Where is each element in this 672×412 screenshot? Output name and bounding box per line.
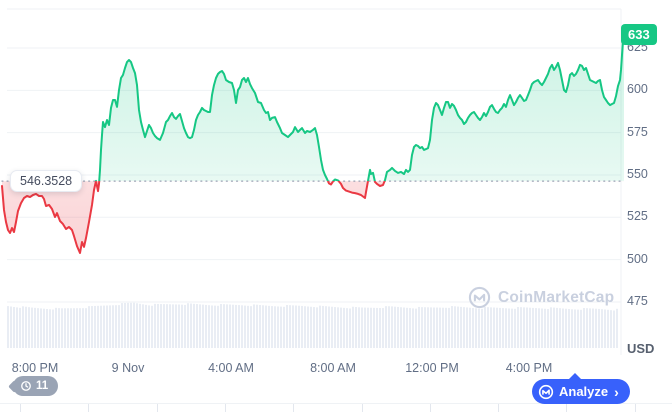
history-count-badge[interactable]: 11 (8, 376, 59, 396)
table-column-border (361, 404, 363, 412)
table-column-border (566, 404, 568, 412)
y-axis-tick-label: 575 (627, 124, 648, 139)
watermark: CoinMarketCap (468, 286, 614, 309)
clock-history-icon (21, 381, 31, 391)
table-top-border (0, 403, 672, 404)
analyze-button-tail (568, 373, 582, 380)
x-axis-tick-label: 9 Nov (111, 361, 145, 375)
chevron-right-icon: › (614, 383, 619, 400)
currency-unit-label: USD (627, 341, 655, 356)
y-axis-tick-label: 500 (627, 251, 648, 266)
x-axis-tick-label: 8:00 AM (310, 361, 356, 375)
x-axis-tick-label: 4:00 AM (208, 361, 254, 375)
coinmarketcap-logo-icon (468, 286, 491, 309)
table-column-border (88, 404, 90, 412)
y-axis-tick-label: 550 (627, 166, 648, 181)
x-axis-tick-label: 12:00 PM (405, 361, 459, 375)
table-column-border (20, 404, 21, 412)
x-axis-tick-label: 8:00 PM (11, 361, 59, 375)
y-axis-tick-label: 475 (627, 293, 648, 308)
coinmarketcap-logo-icon (538, 384, 554, 399)
table-column-border (224, 404, 226, 412)
table-column-border (634, 404, 636, 412)
y-axis-tick-label: 525 (627, 209, 648, 224)
table-column-border (293, 404, 295, 412)
table-column-border (429, 404, 431, 412)
y-axis-tick-label: 600 (627, 82, 648, 97)
current-price-badge: 633 (621, 24, 657, 45)
table-column-border (156, 404, 158, 412)
analyze-label: Analyze (559, 384, 609, 399)
watermark-text: CoinMarketCap (498, 288, 615, 306)
table-column-border (498, 404, 500, 412)
history-count: 11 (36, 380, 49, 392)
analyze-button[interactable]: Analyze › (532, 373, 630, 404)
open-price-label: 546.3528 (10, 170, 83, 192)
x-axis-tick-label: 4:00 PM (505, 361, 553, 375)
